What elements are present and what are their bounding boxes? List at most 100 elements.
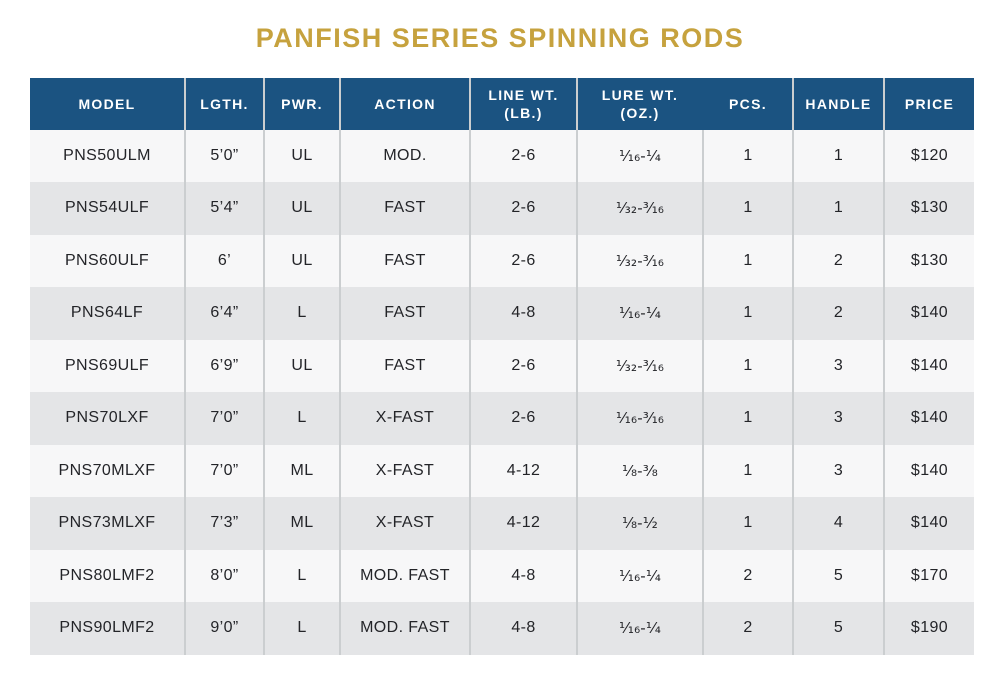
cell-pcs: 2	[702, 602, 793, 655]
cell-price: $190	[883, 602, 974, 655]
page-title: PANFISH SERIES SPINNING RODS	[255, 23, 745, 53]
cell-model: PNS70LXF	[65, 409, 149, 427]
cell-line-wt: 2-6	[469, 392, 577, 445]
cell-line-wt: 2-6	[469, 339, 577, 393]
table-row: PNS70LXF 7’0” L X-FAST 2-6 ¹⁄₁₆-³⁄₁₆ 1 3…	[30, 392, 974, 445]
cell-pcs: 1	[702, 234, 793, 288]
cell-price: $170	[883, 549, 974, 603]
cell-power: ML	[263, 444, 340, 498]
cell-line-wt: 4-12	[469, 444, 577, 498]
cell-lure-wt: ¹⁄₃₂-³⁄₁₆	[576, 339, 703, 393]
cell-price: $140	[883, 392, 974, 445]
cell-handle: 1	[792, 129, 884, 183]
cell-line-wt: 4-8	[469, 549, 577, 603]
cell-length: 6’	[184, 234, 264, 288]
cell-model: PNS64LF	[70, 304, 144, 322]
col-header-power: PWR.	[263, 77, 340, 130]
cell-handle: 2	[792, 234, 884, 288]
cell-line-wt: 2-6	[469, 129, 577, 183]
table-row: PNS73MLXF 7’3” ML X-FAST 4-12 ¹⁄₈-¹⁄₂ 1 …	[30, 497, 974, 550]
cell-action: MOD. FAST	[339, 602, 470, 655]
cell-pcs: 2	[702, 549, 793, 603]
cell-pcs: 1	[702, 497, 793, 550]
cell-handle: 3	[792, 444, 884, 498]
cell-power: L	[263, 602, 340, 655]
cell-model: PNS73MLXF	[58, 514, 156, 532]
cell-line-wt: 4-12	[469, 497, 577, 550]
cell-model: PNS90LMF2	[59, 619, 155, 637]
cell-action: X-FAST	[339, 497, 470, 550]
cell-power: UL	[263, 339, 340, 393]
table-row: PNS80LMF2 8’0” L MOD. FAST 4-8 ¹⁄₁₆-¹⁄₄ …	[30, 549, 974, 603]
cell-handle: 3	[792, 392, 884, 445]
col-header-lure-wt: LURE WT. (OZ.)	[576, 77, 703, 130]
col-header-action: ACTION	[339, 77, 470, 130]
cell-pcs: 1	[702, 129, 793, 183]
cell-length: 6’4”	[184, 287, 264, 340]
cell-length: 5’4”	[184, 182, 264, 235]
cell-power: ML	[263, 497, 340, 550]
cell-model: PNS80LMF2	[59, 566, 155, 584]
cell-action: FAST	[339, 234, 470, 288]
cell-handle: 2	[792, 287, 884, 340]
cell-length: 8’0”	[184, 549, 264, 603]
cell-power: UL	[263, 129, 340, 183]
col-header-price: PRICE	[883, 77, 974, 130]
cell-line-wt: 2-6	[469, 182, 577, 235]
cell-lure-wt: ¹⁄₈-³⁄₈	[576, 444, 703, 498]
cell-action: X-FAST	[339, 444, 470, 498]
cell-action: FAST	[339, 287, 470, 340]
cell-power: L	[263, 287, 340, 340]
cell-action: MOD. FAST	[339, 549, 470, 603]
cell-pcs: 1	[702, 392, 793, 445]
cell-handle: 5	[792, 549, 884, 603]
table-row: PNS54ULF 5’4” UL FAST 2-6 ¹⁄₃₂-³⁄₁₆ 1 1 …	[30, 182, 974, 235]
spinning-rods-spec-table: MODEL LGTH. PWR. ACTION LINE WT. (LB.) LU…	[30, 77, 974, 655]
cell-power: L	[263, 392, 340, 445]
table-header-row: MODEL LGTH. PWR. ACTION LINE WT. (LB.) LU…	[30, 77, 974, 130]
table-row: PNS69ULF 6’9” UL FAST 2-6 ¹⁄₃₂-³⁄₁₆ 1 3 …	[30, 339, 974, 393]
cell-price: $130	[883, 182, 974, 235]
cell-model: PNS60ULF	[64, 251, 150, 269]
cell-model: PNS69ULF	[64, 356, 150, 374]
cell-lure-wt: ¹⁄₈-¹⁄₂	[576, 497, 703, 550]
cell-action: MOD.	[339, 129, 470, 183]
cell-power: UL	[263, 234, 340, 288]
table-row: PNS70MLXF 7’0” ML X-FAST 4-12 ¹⁄₈-³⁄₈ 1 …	[30, 444, 974, 498]
col-header-model: MODEL	[30, 77, 185, 130]
col-header-pcs: PCS.	[702, 77, 793, 130]
cell-price: $130	[883, 234, 974, 288]
cell-length: 9’0”	[184, 602, 264, 655]
cell-power: L	[263, 549, 340, 603]
cell-lure-wt: ¹⁄₃₂-³⁄₁₆	[576, 234, 703, 288]
cell-model: PNS54ULF	[64, 199, 150, 217]
cell-pcs: 1	[702, 182, 793, 235]
cell-length: 5’0”	[184, 129, 264, 183]
col-header-handle: HANDLE	[792, 77, 884, 130]
cell-lure-wt: ¹⁄₁₆-³⁄₁₆	[576, 392, 703, 445]
cell-handle: 1	[792, 182, 884, 235]
cell-length: 7’0”	[184, 444, 264, 498]
cell-price: $140	[883, 497, 974, 550]
table-row: PNS64LF 6’4” L FAST 4-8 ¹⁄₁₆-¹⁄₄ 1 2 $14…	[30, 287, 974, 340]
cell-length: 7’0”	[184, 392, 264, 445]
cell-handle: 4	[792, 497, 884, 550]
cell-lure-wt: ¹⁄₁₆-¹⁄₄	[576, 549, 703, 603]
col-header-length: LGTH.	[184, 77, 264, 130]
cell-line-wt: 4-8	[469, 602, 577, 655]
cell-handle: 3	[792, 339, 884, 393]
cell-pcs: 1	[702, 444, 793, 498]
cell-length: 6’9”	[184, 339, 264, 393]
cell-lure-wt: ¹⁄₃₂-³⁄₁₆	[576, 182, 703, 235]
cell-action: FAST	[339, 182, 470, 235]
cell-pcs: 1	[702, 339, 793, 393]
cell-line-wt: 4-8	[469, 287, 577, 340]
cell-price: $120	[883, 129, 974, 183]
cell-power: UL	[263, 182, 340, 235]
cell-model: PNS50ULM	[63, 146, 151, 164]
table-row: PNS60ULF 6’ UL FAST 2-6 ¹⁄₃₂-³⁄₁₆ 1 2 $1…	[30, 234, 974, 288]
cell-lure-wt: ¹⁄₁₆-¹⁄₄	[576, 129, 703, 183]
table-row: PNS50ULM 5’0” UL MOD. 2-6 ¹⁄₁₆-¹⁄₄ 1 1 $…	[30, 129, 974, 183]
col-header-line-wt: LINE WT. (LB.)	[469, 77, 577, 130]
cell-pcs: 1	[702, 287, 793, 340]
